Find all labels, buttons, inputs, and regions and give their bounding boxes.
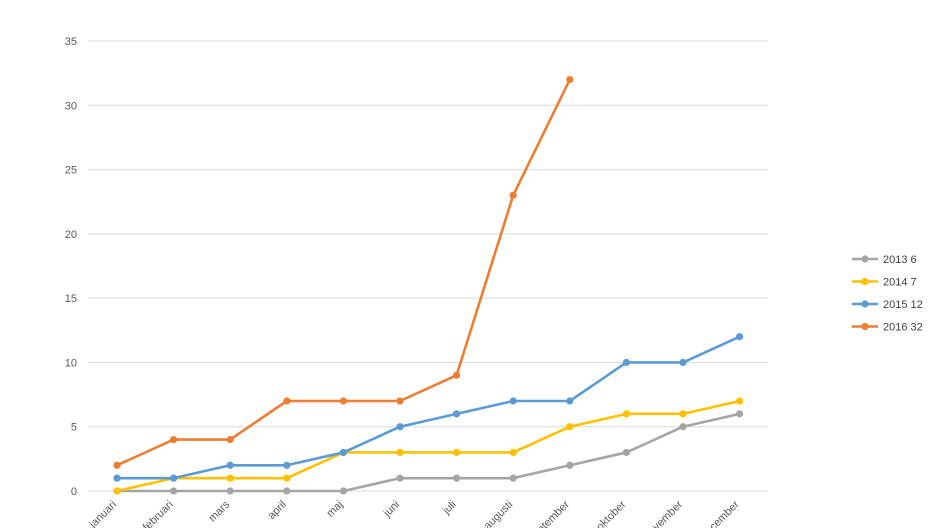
data-point: [170, 487, 178, 495]
data-point: [226, 461, 234, 469]
series-group: [113, 75, 744, 495]
y-tick-label: 30: [65, 100, 77, 112]
data-point: [736, 397, 744, 405]
data-point: [566, 75, 574, 84]
series-line: [115, 399, 741, 493]
data-point: [679, 423, 687, 431]
data-point: [283, 474, 291, 482]
y-tick-label: 10: [65, 357, 77, 369]
data-point: [339, 487, 347, 495]
data-point: [283, 487, 291, 495]
data-point: [566, 423, 574, 431]
data-point: [113, 474, 121, 482]
data-point: [679, 410, 687, 418]
data-point: [679, 358, 687, 367]
legend-swatch-marker: [861, 322, 869, 331]
data-point: [622, 410, 631, 418]
legend-swatch-marker: [861, 300, 869, 308]
data-point: [509, 191, 517, 199]
x-tick-label: april: [266, 499, 289, 522]
y-tick-label: 5: [71, 422, 77, 434]
x-tick-label: mars: [207, 498, 233, 524]
data-point: [453, 474, 461, 482]
data-point: [622, 448, 631, 457]
x-tick-label: oktober: [594, 498, 629, 528]
data-point: [226, 487, 234, 495]
y-axis-ticks: 0 5 10 15 20 25 30 35: [65, 36, 77, 498]
legend-item: 2014 7: [852, 277, 917, 289]
legend-label: 2013 6: [883, 254, 917, 266]
data-point: [396, 397, 404, 405]
data-point: [396, 423, 404, 431]
gridlines: [88, 40, 768, 492]
series-0: [113, 410, 744, 495]
data-point: [113, 487, 121, 495]
legend-item: 2016 32: [852, 322, 923, 334]
series-line: [115, 335, 741, 480]
data-point: [339, 397, 347, 405]
x-tick-label: augusti: [482, 499, 516, 528]
x-tick-label: december: [699, 498, 742, 528]
x-tick-label: september: [527, 498, 572, 528]
x-tick-label: juli: [440, 499, 459, 518]
legend: 2013 6 2014 7 2015 12 2016 32: [852, 254, 923, 334]
x-tick-label: november: [642, 498, 685, 528]
legend-swatch-marker: [861, 255, 869, 263]
y-tick-label: 25: [65, 165, 77, 177]
x-axis-ticks: januari februari mars april maj juni juli augus…: [87, 498, 742, 528]
data-point: [453, 448, 461, 457]
series-2: [113, 333, 744, 482]
y-tick-label: 20: [65, 229, 77, 241]
x-tick-label: juni: [381, 499, 402, 520]
data-point: [453, 371, 461, 379]
x-tick-label: maj: [324, 499, 345, 520]
series-3: [113, 75, 574, 469]
y-tick-label: 0: [71, 486, 77, 498]
data-point: [566, 461, 574, 469]
y-tick-label: 15: [65, 293, 77, 305]
data-point: [509, 448, 517, 457]
series-line: [115, 78, 572, 467]
legend-label: 2016 32: [883, 322, 923, 334]
series-line: [115, 412, 741, 493]
data-point: [396, 474, 404, 482]
legend-swatch-marker: [861, 277, 869, 286]
x-tick-label: januari: [87, 499, 120, 528]
data-point: [453, 410, 461, 418]
data-point: [283, 397, 291, 405]
y-tick-label: 35: [65, 36, 77, 48]
data-point: [622, 358, 631, 367]
data-point: [283, 461, 291, 469]
data-point: [226, 474, 234, 482]
data-point: [566, 397, 574, 405]
series-1: [113, 397, 744, 495]
data-point: [509, 474, 517, 482]
data-point: [736, 410, 744, 418]
legend-item: 2013 6: [852, 254, 917, 266]
legend-label: 2015 12: [883, 299, 923, 311]
legend-label: 2014 7: [883, 277, 917, 289]
data-point: [113, 461, 121, 469]
data-point: [339, 448, 347, 457]
data-point: [396, 448, 404, 457]
data-point: [170, 474, 178, 482]
data-point: [170, 435, 178, 444]
data-point: [226, 435, 234, 444]
x-tick-label: februari: [141, 499, 176, 528]
legend-item: 2015 12: [852, 299, 923, 311]
data-point: [736, 333, 744, 341]
data-point: [509, 397, 517, 405]
